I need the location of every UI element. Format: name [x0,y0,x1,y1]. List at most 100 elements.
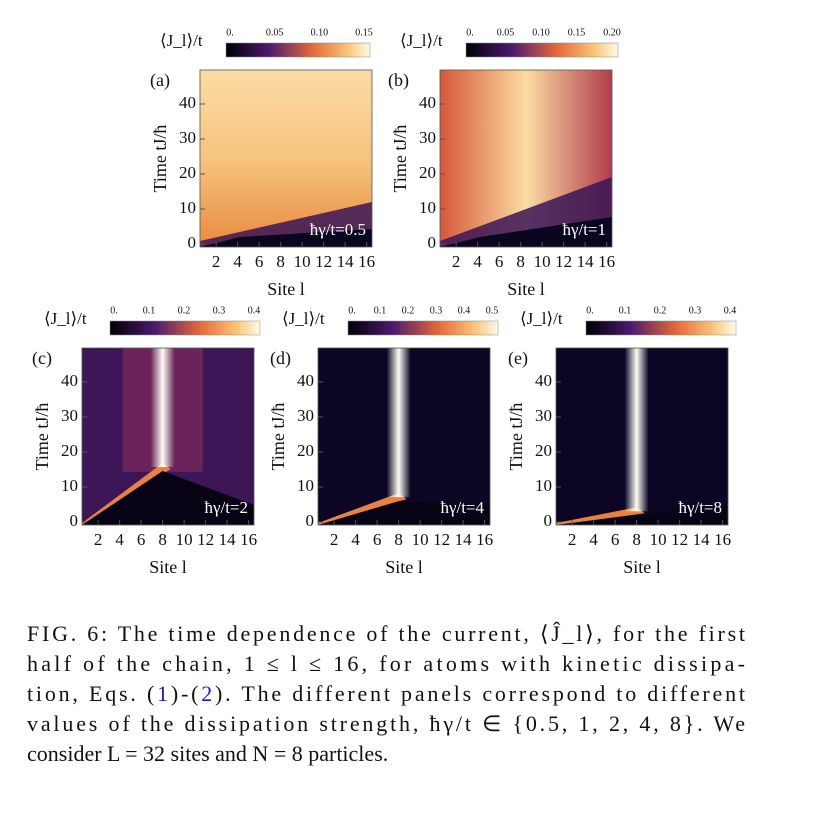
x-axis-label: Site l [507,279,545,299]
caption-text: tion, Eqs. ( [27,681,154,706]
heatmap-dark [556,505,728,525]
x-tick-label: 2 [212,252,221,271]
heatmap-frame [199,69,373,248]
x-tick-label: 6 [255,252,264,271]
x-tick-label: 14 [219,530,237,549]
y-tick-label: 40 [297,371,314,390]
x-tick-label: 10 [650,530,667,549]
heatmap-dark [82,471,254,525]
heatmap-frame [439,69,613,248]
x-tick-label: 8 [276,252,285,271]
y-axis-label: Time tJ/ħ [150,125,170,193]
y-tick-label: 20 [179,163,196,182]
x-axis-label: Site l [385,557,423,577]
x-tick-label: 4 [589,530,598,549]
x-axis-label: Site l [623,557,661,577]
heatmap-spread [82,463,171,525]
caption-line: consider L = 32 sites and N = 8 particle… [27,741,388,766]
x-tick-label: 12 [197,530,214,549]
colorbar [225,42,371,58]
y-tick-label: 30 [297,406,314,425]
y-tick-label: 30 [179,128,196,147]
y-tick-label: 20 [419,163,436,182]
panel-annotation: ħγ/t=4 [440,498,484,517]
x-tick-label: 4 [115,530,124,549]
heatmap-dark [318,501,490,525]
colorbar-tick-label: 0.2 [402,305,415,316]
x-tick-label: 4 [473,252,482,271]
x-tick-label: 14 [577,252,595,271]
x-tick-label: 10 [294,252,311,271]
x-tick-label: 8 [516,252,525,271]
panel-annotation: ħγ/t=1 [562,220,606,239]
y-tick-label: 30 [535,406,552,425]
colorbar-label: ⟨J_l⟩/t [160,31,203,50]
caption-text: ). The different panels correspond to di… [215,681,745,706]
x-tick-label: 8 [632,530,641,549]
x-tick-label: 16 [476,530,493,549]
equation-ref[interactable]: 2 [201,681,212,706]
x-tick-label: 8 [158,530,167,549]
caption-line: values of the dissipation strength, ħγ/t… [27,711,745,736]
x-tick-label: 12 [671,530,688,549]
y-tick-label: 0 [428,233,437,252]
x-tick-label: 12 [315,252,332,271]
x-tick-label: 2 [452,252,461,271]
x-tick-label: 4 [351,530,360,549]
heatmap-stripe [150,348,175,468]
panel-label: (e) [508,348,528,369]
panel-annotation: ħγ/t=0.5 [310,220,366,239]
y-tick-label: 0 [70,511,79,530]
colorbar-tick-label: 0.3 [430,305,443,316]
y-axis-label: Time tJ/ħ [390,125,410,193]
colorbar [347,320,499,336]
x-tick-label: 10 [534,252,551,271]
colorbar-tick-label: 0.1 [143,305,156,316]
colorbar-tick-label: 0.20 [603,27,621,38]
panel-annotation: ħγ/t=2 [204,498,248,517]
colorbar-tick-label: 0.4 [724,305,737,316]
x-tick-label: 16 [714,530,731,549]
caption-line: tion, Eqs. (1)-(2). The different panels… [27,681,745,706]
heatmap [439,69,613,248]
x-tick-label: 10 [176,530,193,549]
y-tick-label: 20 [535,441,552,460]
heatmap-spread [556,507,645,525]
heatmap-frame [81,347,255,526]
y-tick-label: 20 [297,441,314,460]
heatmap-stripe [624,348,649,512]
x-tick-label: 6 [137,530,146,549]
x-tick-label: 16 [358,252,375,271]
x-tick-label: 2 [330,530,339,549]
heatmap [81,347,255,526]
colorbar [465,42,619,58]
x-tick-label: 16 [240,530,257,549]
panel-annotation: ħγ/t=8 [678,498,722,517]
colorbar-tick-label: 0.4 [248,305,261,316]
colorbar-tick-label: 0.3 [689,305,702,316]
colorbar-tick-label: 0.05 [266,27,284,38]
colorbar-tick-label: 0. [226,27,234,38]
x-tick-label: 4 [233,252,242,271]
caption-line: half of the chain, 1 ≤ l ≤ 16, for atoms… [27,651,745,676]
x-tick-label: 6 [373,530,382,549]
equation-ref[interactable]: 1 [157,681,168,706]
x-tick-label: 6 [611,530,620,549]
panel-label: (d) [270,348,291,369]
colorbar-label: ⟨J_l⟩/t [400,31,443,50]
heatmap [199,69,373,248]
heatmap [317,347,491,526]
x-tick-label: 2 [94,530,103,549]
colorbar-tick-label: 0.3 [213,305,226,316]
colorbar-tick-label: 0.5 [486,305,499,316]
x-tick-label: 16 [598,252,615,271]
caption-line: FIG. 6: The time dependence of the curre… [27,621,745,646]
colorbar-tick-label: 0.10 [532,27,550,38]
y-tick-label: 10 [179,198,196,217]
colorbar [585,320,737,336]
x-tick-label: 2 [568,530,577,549]
y-tick-label: 30 [61,406,78,425]
y-tick-label: 10 [297,476,314,495]
y-tick-label: 0 [306,511,315,530]
